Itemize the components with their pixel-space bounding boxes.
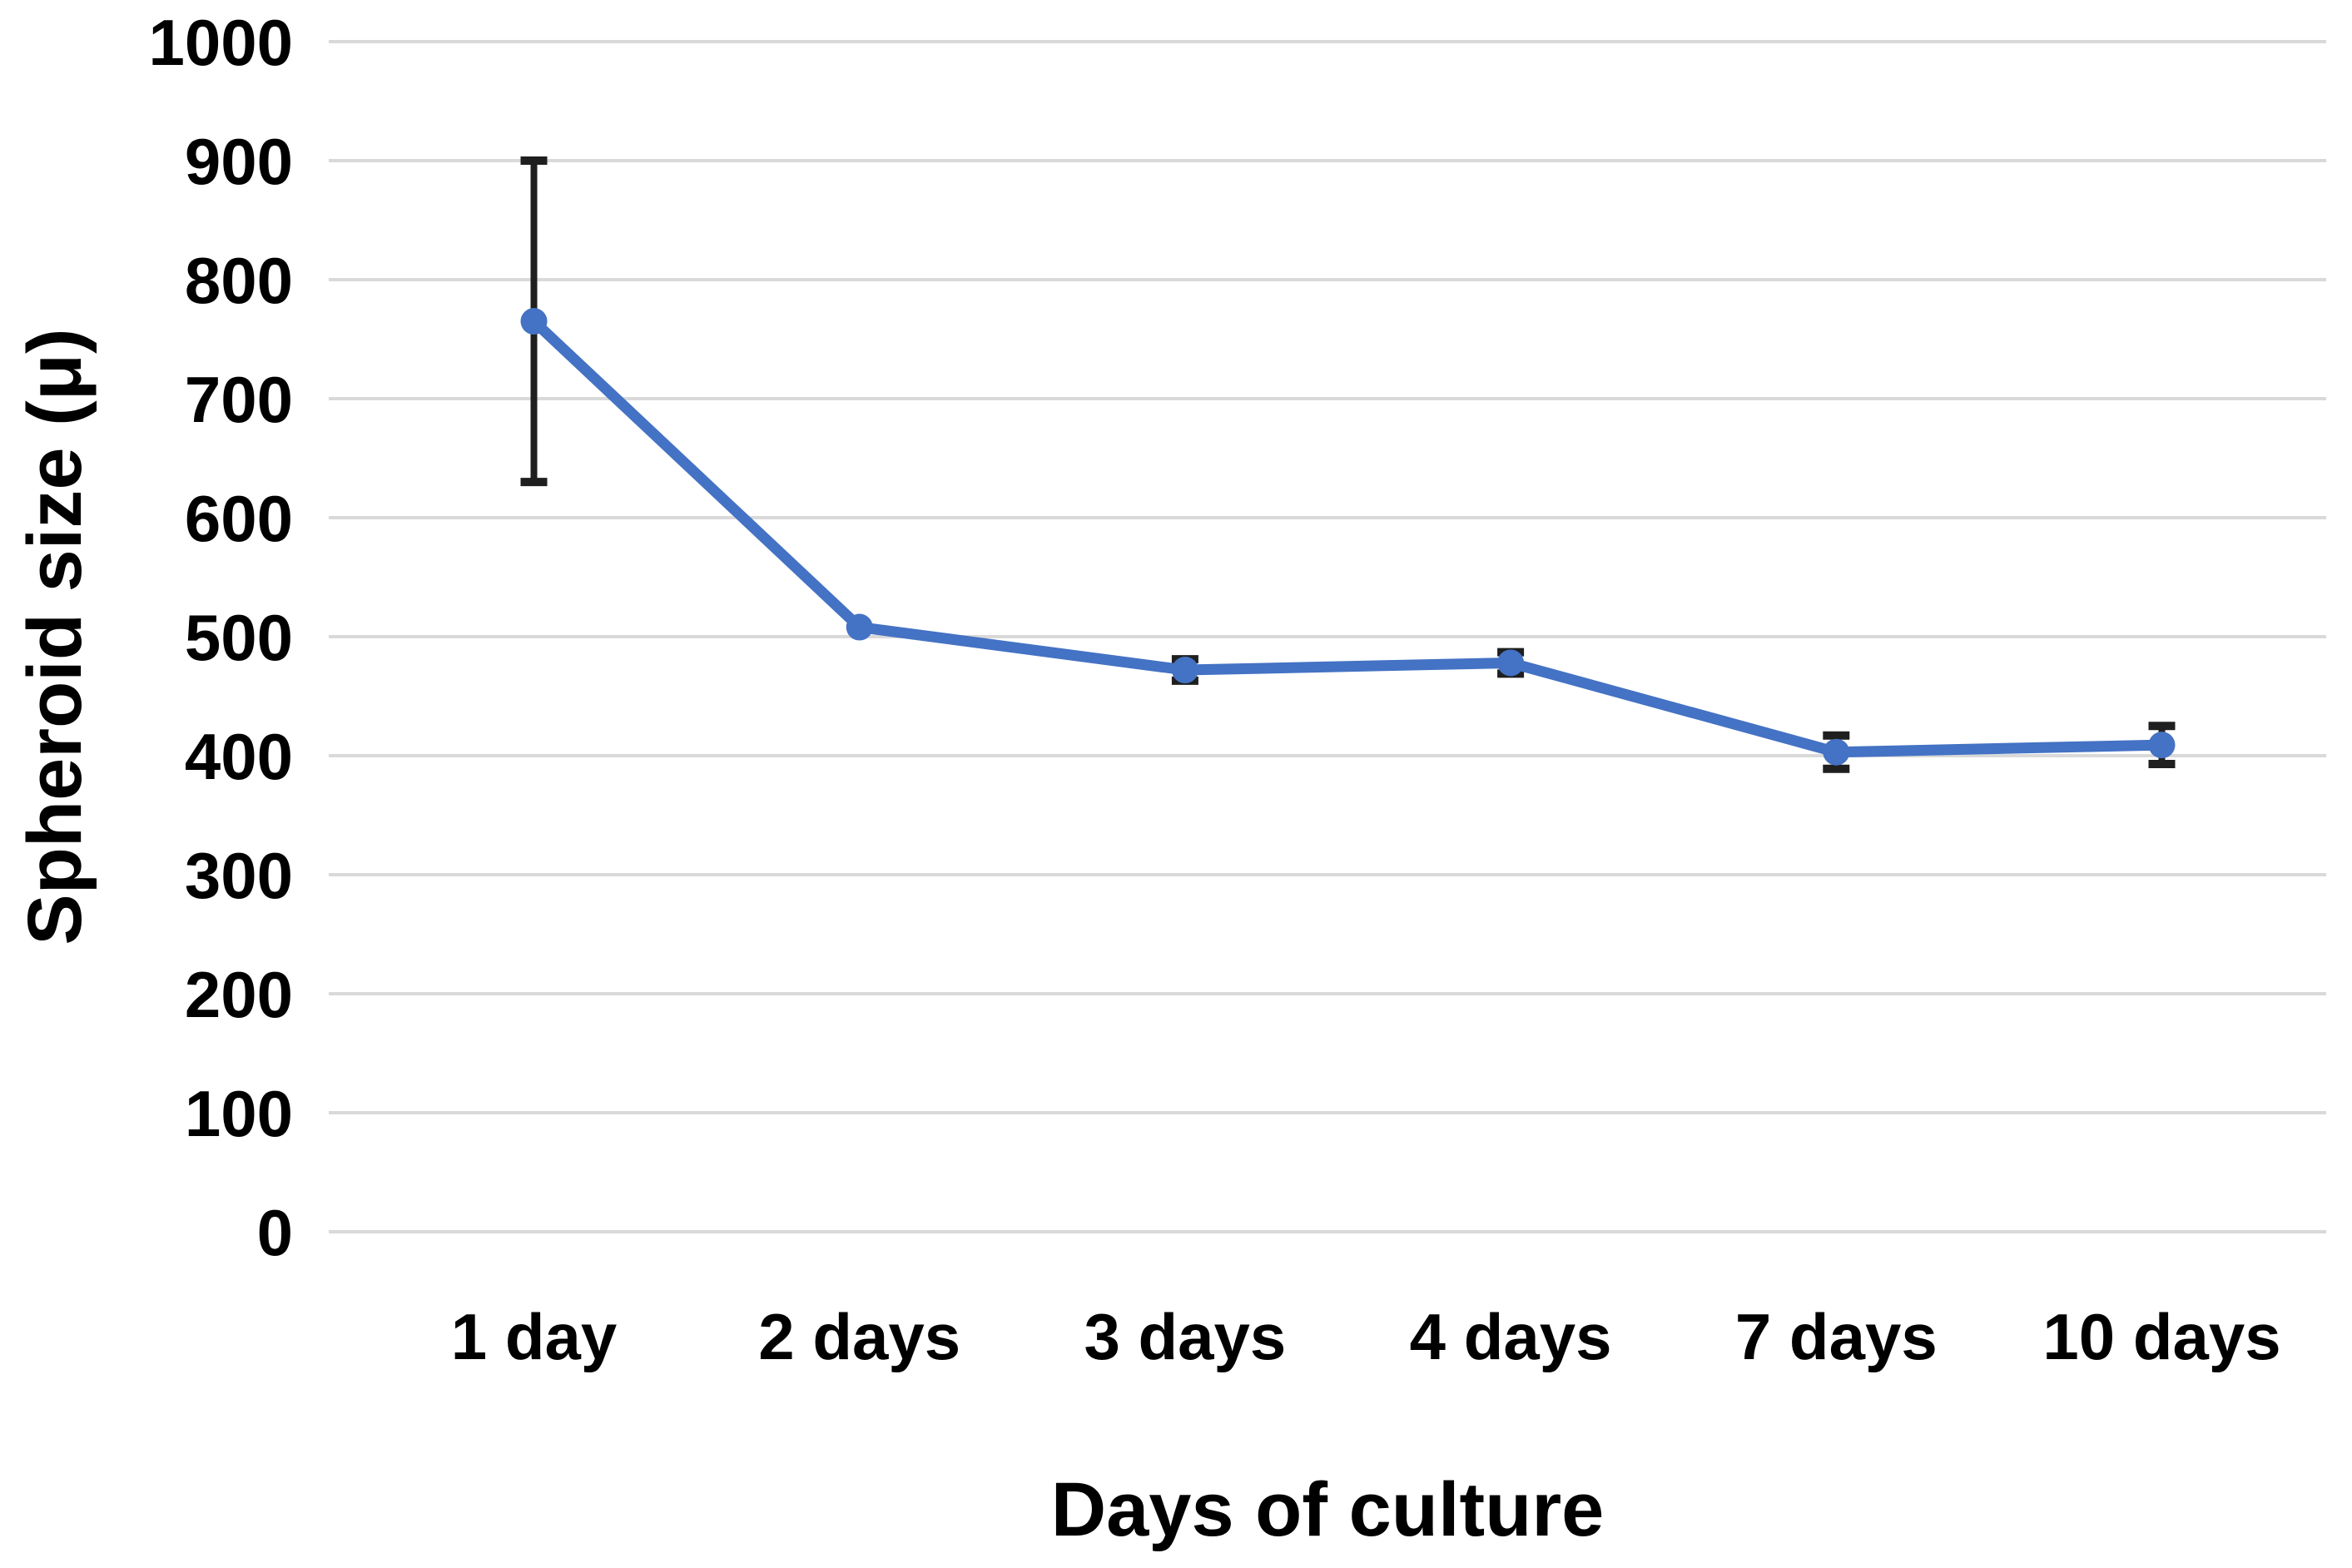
y-tick-label: 700 <box>185 363 293 436</box>
x-tick-label: 1 day <box>451 1300 617 1373</box>
y-tick-label: 200 <box>185 958 293 1031</box>
y-tick-label-layer: 0 100 200 300 400 500 600 700 800 900 1000 <box>148 6 293 1269</box>
data-point-marker <box>1171 657 1198 684</box>
x-tick-label: 10 days <box>2042 1300 2280 1373</box>
data-point-marker <box>520 308 548 335</box>
x-tick-label-layer: 1 day 2 days 3 days 4 days 7 days 10 days <box>451 1300 2281 1373</box>
x-tick-label: 4 days <box>1410 1300 1612 1373</box>
y-tick-label: 300 <box>185 839 293 912</box>
x-tick-label: 7 days <box>1735 1300 1938 1373</box>
x-axis-title: Days of culture <box>1051 1467 1605 1552</box>
x-tick-label: 3 days <box>1084 1300 1286 1373</box>
y-axis-title: Spheroid size (μ) <box>12 328 97 945</box>
data-point-layer <box>520 308 2176 766</box>
error-bar-layer <box>520 156 2176 773</box>
data-point-marker <box>1497 649 1525 677</box>
y-tick-label: 1000 <box>148 6 293 79</box>
gridline-layer <box>329 40 2326 1233</box>
y-tick-label: 400 <box>185 720 293 793</box>
x-tick-label: 2 days <box>758 1300 960 1373</box>
data-series-line <box>528 315 2167 758</box>
series-line-layer <box>528 315 2167 758</box>
y-tick-label: 0 <box>257 1196 293 1269</box>
y-tick-label: 100 <box>185 1077 293 1150</box>
y-tick-label: 900 <box>185 125 293 198</box>
data-point-marker <box>2148 732 2176 759</box>
data-point-marker <box>1823 738 1850 766</box>
y-tick-label: 500 <box>185 601 293 674</box>
data-point-marker <box>846 613 873 641</box>
y-tick-label: 800 <box>185 244 293 317</box>
y-tick-label: 600 <box>185 482 293 555</box>
